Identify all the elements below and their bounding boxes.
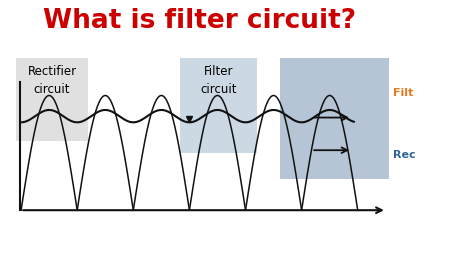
- Text: Rectifier
circuit: Rectifier circuit: [27, 65, 77, 95]
- Text: What is filter circuit?: What is filter circuit?: [43, 8, 356, 34]
- Text: Filter
circuit: Filter circuit: [200, 65, 237, 95]
- FancyBboxPatch shape: [17, 57, 88, 142]
- FancyBboxPatch shape: [180, 57, 257, 153]
- Text: Rec: Rec: [393, 150, 416, 160]
- FancyBboxPatch shape: [280, 57, 416, 179]
- Text: www.basicselectronics.com: www.basicselectronics.com: [134, 238, 340, 251]
- Text: Filt: Filt: [393, 88, 413, 98]
